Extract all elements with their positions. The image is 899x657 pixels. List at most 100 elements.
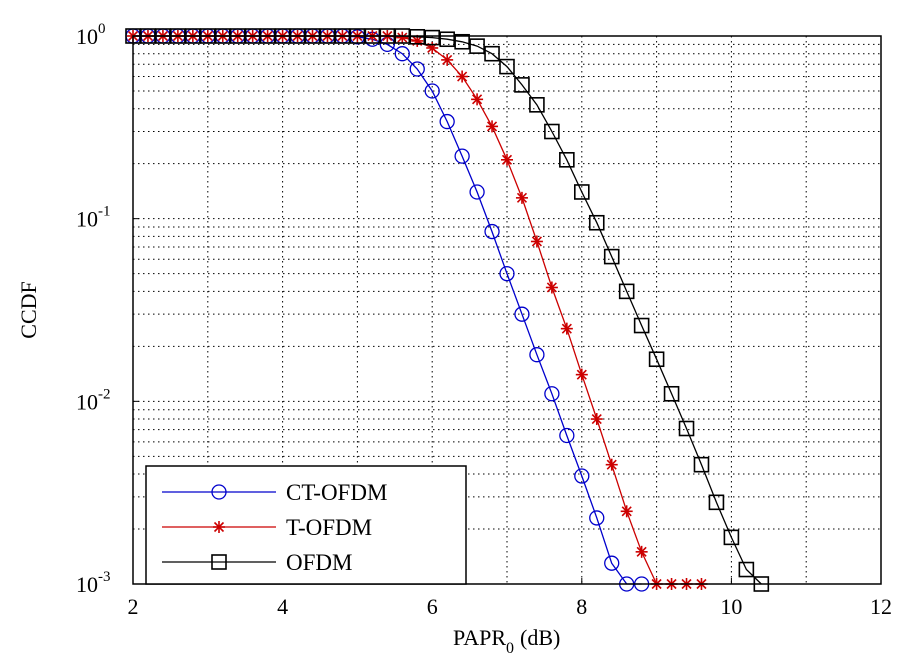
- star-stroke: [561, 323, 572, 334]
- data-point-ofdm: [484, 45, 500, 62]
- x-axis-label-unit: (dB): [520, 625, 560, 650]
- y-tick-label: 10-2: [76, 386, 111, 414]
- data-point-ofdm: [424, 29, 441, 46]
- legend-label-ofdm: OFDM: [286, 550, 352, 575]
- data-point-ofdm: [529, 97, 545, 113]
- legend: CT-OFDM T-OFDM OFDM: [145, 465, 467, 585]
- y-tick-exponent: -3: [98, 569, 111, 585]
- star-stroke: [606, 459, 617, 470]
- x-axis-label-main: PAPR: [453, 625, 506, 650]
- data-point-t-ofdm: [545, 281, 558, 294]
- legend-marker-ct-ofdm: [211, 484, 227, 500]
- data-point-ofdm: [693, 456, 710, 473]
- y-tick-base: 10: [76, 389, 98, 414]
- star-stroke: [546, 282, 557, 293]
- data-point-ct-ofdm: [574, 468, 590, 484]
- y-tick-label: 10-3: [76, 569, 111, 597]
- y-axis-label: CCDF: [16, 281, 41, 338]
- x-tick-label: 8: [576, 594, 587, 619]
- star-stroke: [472, 94, 483, 105]
- plot-frame: [132, 35, 882, 585]
- data-point-ofdm: [738, 561, 755, 578]
- data-point-t-ofdm: [605, 458, 618, 471]
- data-point-ofdm: [708, 494, 725, 511]
- x-tick-label: 2: [128, 594, 139, 619]
- data-point-ofdm: [409, 28, 426, 45]
- legend-label-ct-ofdm: CT-OFDM: [286, 480, 387, 505]
- x-tick-label: 12: [870, 594, 892, 619]
- data-point-ofdm: [663, 385, 680, 402]
- y-tick-exponent: -1: [98, 204, 111, 220]
- legend-marker-t-ofdm: [213, 521, 225, 533]
- data-point-ct-ofdm: [499, 266, 515, 282]
- legend-label-t-ofdm: T-OFDM: [286, 515, 372, 540]
- data-point-ofdm: [648, 351, 665, 368]
- x-axis-label: PAPR0 (dB): [453, 625, 560, 657]
- data-point-ct-ofdm: [514, 306, 530, 322]
- star-stroke: [621, 506, 632, 517]
- y-tick-base: 10: [76, 24, 98, 49]
- data-point-ct-ofdm: [544, 386, 560, 402]
- y-tick-base: 10: [76, 572, 98, 597]
- data-point-ct-ofdm: [454, 148, 470, 164]
- data-point-t-ofdm: [486, 120, 499, 133]
- data-point-ct-ofdm: [424, 83, 440, 99]
- legend-marker-ofdm: [211, 554, 227, 570]
- x-tick-label: 10: [720, 594, 742, 619]
- data-point-ofdm: [573, 184, 590, 200]
- data-point-ofdm: [618, 283, 635, 300]
- data-point-ofdm: [454, 33, 470, 50]
- data-point-ct-ofdm: [529, 347, 545, 363]
- data-point-ct-ofdm: [604, 555, 620, 571]
- data-point-ct-ofdm: [559, 427, 575, 444]
- data-point-ofdm: [723, 529, 740, 546]
- y-tick-label: 100: [76, 21, 106, 49]
- data-point-ofdm: [544, 123, 560, 140]
- x-tick-label: 4: [277, 594, 288, 619]
- data-point-t-ofdm: [396, 31, 409, 44]
- data-point-ofdm: [499, 58, 515, 75]
- data-point-ofdm: [559, 152, 575, 168]
- data-point-ct-ofdm: [484, 223, 500, 240]
- star-stroke: [531, 236, 542, 247]
- data-point-ct-ofdm: [469, 184, 485, 200]
- data-point-ofdm: [633, 317, 650, 334]
- star-stroke: [591, 413, 602, 425]
- data-point-t-ofdm: [441, 53, 454, 66]
- star-stroke: [213, 521, 225, 533]
- legend-box: [145, 465, 467, 585]
- data-point-t-ofdm: [456, 70, 469, 83]
- data-point-ct-ofdm: [439, 113, 455, 130]
- star-stroke: [442, 54, 453, 65]
- y-tick-label: 10-1: [76, 204, 111, 232]
- star-stroke: [636, 546, 647, 557]
- star-stroke: [576, 369, 587, 380]
- star-stroke: [516, 192, 528, 203]
- x-tick-label: 6: [427, 594, 438, 619]
- data-point-ct-ofdm: [394, 46, 410, 62]
- data-point-ct-ofdm: [409, 61, 425, 77]
- star-stroke: [457, 71, 468, 82]
- data-point-ct-ofdm: [589, 510, 605, 526]
- star-stroke: [397, 32, 408, 43]
- data-point-ofdm: [469, 38, 485, 54]
- data-point-t-ofdm: [471, 93, 484, 106]
- data-point-t-ofdm: [426, 41, 439, 54]
- y-tick-exponent: 0: [98, 21, 106, 37]
- star-stroke: [486, 121, 498, 132]
- x-axis-label-subscript: 0: [506, 640, 514, 657]
- data-point-t-ofdm: [635, 545, 648, 558]
- data-point-ofdm: [439, 31, 455, 48]
- data-point-t-ofdm: [501, 153, 513, 166]
- data-point-t-ofdm: [590, 413, 603, 426]
- y-tick-exponent: -2: [98, 386, 111, 402]
- data-point-ofdm: [603, 248, 620, 265]
- data-point-t-ofdm: [620, 505, 633, 518]
- data-point-ofdm: [514, 77, 530, 93]
- data-point-ofdm: [678, 420, 695, 437]
- data-point-t-ofdm: [560, 322, 573, 335]
- data-point-ofdm: [588, 214, 605, 231]
- star-stroke: [501, 154, 513, 165]
